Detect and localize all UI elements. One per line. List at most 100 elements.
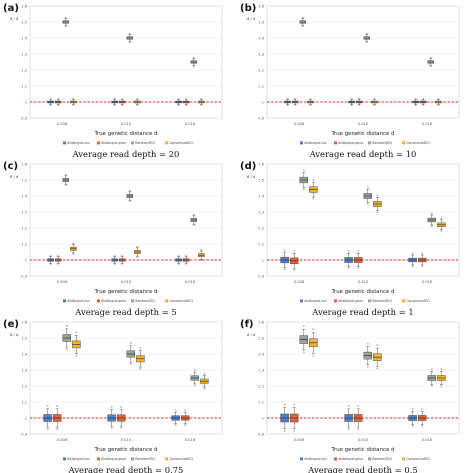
y-tick-label: 1.3 — [21, 368, 27, 372]
outlier-point — [65, 325, 68, 327]
outlier-point — [121, 97, 124, 100]
legend-entry: distAngsd-geno — [338, 299, 363, 303]
legend-entry: RandomSEQ — [135, 457, 155, 461]
outlier-point — [128, 200, 131, 202]
legend-swatch — [368, 457, 371, 461]
outlier-point — [200, 248, 203, 251]
outlier-point — [440, 217, 443, 220]
outlier-point — [429, 56, 432, 59]
outlier-point — [65, 348, 68, 351]
outlier-point — [309, 97, 312, 100]
outlier-point — [200, 97, 203, 100]
x-tick-label: 0.016 — [185, 280, 196, 284]
y-tick-label: 1 — [262, 100, 264, 104]
y-axis-label: d̂ / d — [247, 16, 256, 21]
x-tick-label: 0.008 — [57, 280, 68, 284]
outlier-point — [302, 188, 305, 191]
outlier-point — [200, 104, 203, 106]
legend-entry: ConsensusSEQ — [169, 457, 193, 461]
outlier-point — [136, 256, 139, 258]
y-tick-label: 0.9 — [258, 116, 264, 120]
legend-entry: distAngsd-nuc — [304, 299, 327, 303]
legend-swatch — [300, 299, 303, 303]
outlier-point — [312, 354, 315, 357]
x-axis-label: True genetic distance d — [331, 447, 395, 453]
outlier-point — [294, 104, 297, 106]
outlier-point — [440, 385, 443, 388]
legend-swatch — [300, 141, 303, 145]
outlier-point — [136, 97, 139, 100]
outlier-point — [193, 384, 196, 387]
y-tick-label: 1.6 — [258, 4, 264, 8]
y-tick-label: 1.2 — [258, 68, 264, 72]
outlier-point — [366, 342, 369, 345]
legend-swatch — [402, 141, 405, 145]
outlier-point — [414, 97, 417, 100]
y-tick-label: 1.3 — [258, 368, 264, 372]
y-tick-label: 1.4 — [21, 352, 27, 356]
legend-swatch — [368, 141, 371, 145]
outlier-point — [136, 245, 139, 248]
y-tick-label: 1.4 — [258, 194, 264, 198]
legend-entry: ConsensusSEQ — [406, 457, 430, 461]
outlier-point — [365, 32, 368, 35]
y-tick-label: 1.5 — [21, 336, 27, 340]
y-tick-label: 1.5 — [21, 178, 27, 182]
x-tick-label: 0.008 — [57, 438, 68, 442]
outlier-point — [49, 97, 52, 100]
legend-swatch — [131, 299, 134, 303]
legend-swatch — [334, 457, 337, 461]
outlier-point — [139, 347, 142, 349]
legend-swatch — [402, 299, 405, 303]
legend-entry: distAngsd-nuc — [304, 457, 327, 461]
outlier-point — [358, 104, 361, 106]
x-tick-label: 0.010 — [358, 438, 369, 442]
legend-entry: distAngsd-nuc — [67, 299, 90, 303]
outlier-point — [56, 405, 59, 407]
x-tick-label: 0.010 — [358, 122, 369, 126]
legend-entry: RandomSEQ — [372, 299, 392, 303]
outlier-point — [422, 104, 425, 106]
legend-entry: ConsensusSEQ — [169, 299, 193, 303]
y-tick-label: 1.4 — [258, 352, 264, 356]
outlier-point — [347, 267, 350, 270]
outlier-point — [56, 428, 59, 431]
outlier-point — [440, 230, 443, 232]
outlier-point — [430, 225, 433, 228]
plot-area — [266, 163, 460, 277]
legend-swatch — [131, 457, 134, 461]
outlier-point — [49, 104, 52, 106]
y-tick-label: 1.6 — [258, 162, 264, 166]
outlier-point — [294, 97, 297, 100]
outlier-point — [286, 104, 289, 106]
x-axis-label: True genetic distance d — [94, 131, 158, 137]
outlier-point — [110, 406, 113, 408]
y-tick-label: 1 — [25, 416, 27, 420]
y-tick-label: 1.3 — [258, 210, 264, 214]
outlier-point — [177, 263, 180, 265]
outlier-point — [302, 169, 305, 172]
x-tick-label: 0.010 — [121, 122, 132, 126]
outlier-point — [64, 16, 67, 19]
panel-letter: (f) — [240, 319, 254, 330]
outlier-point — [192, 56, 195, 59]
y-axis-label: d̂ / d — [247, 174, 256, 179]
legend-swatch — [63, 457, 66, 461]
outlier-point — [357, 250, 360, 253]
outlier-point — [128, 41, 131, 43]
outlier-point — [357, 267, 360, 270]
outlier-point — [113, 254, 116, 257]
y-tick-label: 1.2 — [258, 226, 264, 230]
outlier-point — [421, 252, 424, 255]
x-tick-label: 0.008 — [294, 438, 305, 442]
y-tick-label: 1.6 — [21, 4, 27, 8]
y-tick-label: 1 — [262, 416, 264, 420]
outlier-point — [57, 104, 60, 106]
outlier-point — [72, 242, 75, 245]
outlier-point — [430, 212, 433, 215]
outlier-point — [350, 104, 353, 106]
outlier-point — [421, 425, 424, 428]
outlier-point — [177, 104, 180, 106]
x-axis-label: True genetic distance d — [331, 131, 395, 137]
legend-entry: distAngsd-geno — [338, 141, 363, 145]
